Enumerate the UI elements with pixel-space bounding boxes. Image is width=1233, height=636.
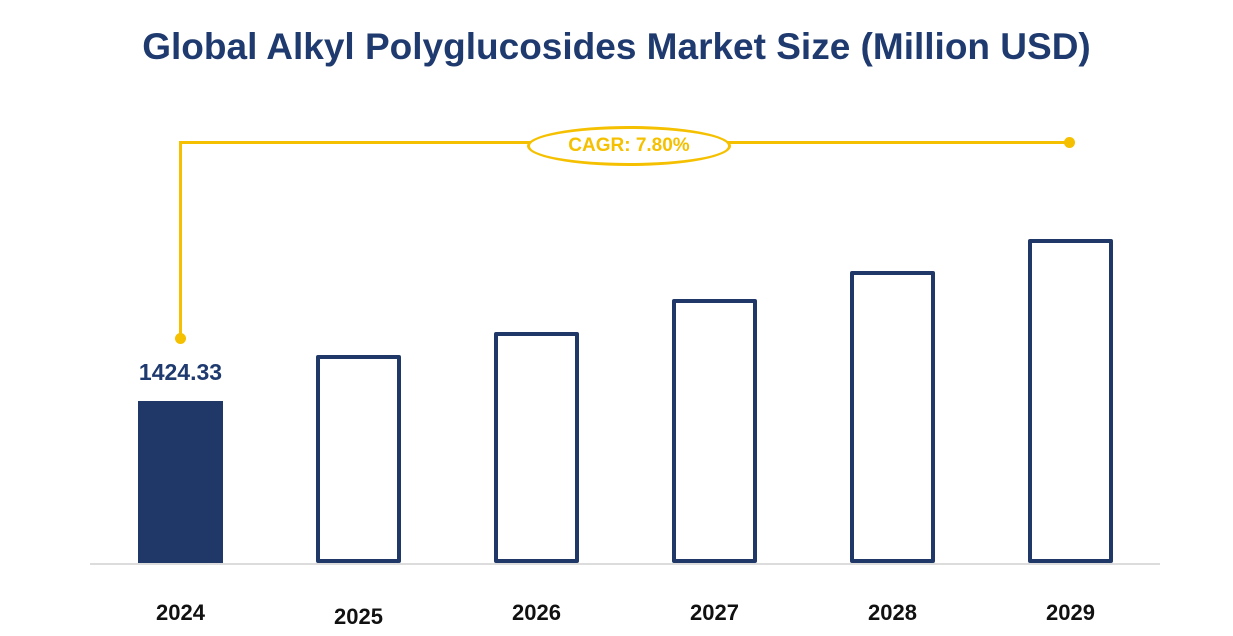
chart-title: Global Alkyl Polyglucosides Market Size … bbox=[142, 26, 1091, 67]
bar-2024 bbox=[138, 401, 223, 563]
x-tick-label: 2025 bbox=[334, 604, 383, 629]
bar-2026 bbox=[494, 332, 579, 563]
x-axis-baseline bbox=[90, 563, 1160, 565]
cagr-end-dot bbox=[1064, 137, 1075, 148]
x-tick-label: 2024 bbox=[156, 600, 205, 625]
x-tick-label: 2028 bbox=[868, 600, 917, 625]
x-tick-label: 2029 bbox=[1046, 600, 1095, 625]
bar-2025 bbox=[316, 355, 401, 563]
x-tick-label: 2026 bbox=[512, 600, 561, 625]
x-tick-label: 2027 bbox=[690, 600, 739, 625]
bar-2028 bbox=[850, 271, 935, 563]
bar-value-label: 1424.33 bbox=[138, 359, 223, 385]
cagr-vertical-line bbox=[179, 141, 182, 339]
cagr-start-dot bbox=[175, 333, 186, 344]
cagr-badge: CAGR: 7.80% bbox=[527, 126, 731, 166]
bar-2029 bbox=[1028, 239, 1113, 563]
bar-2027 bbox=[672, 299, 757, 563]
